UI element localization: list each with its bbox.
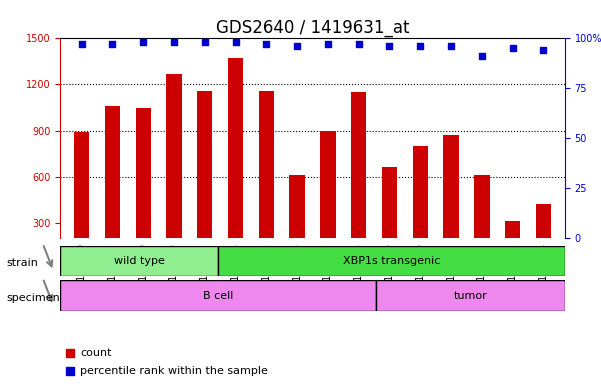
Bar [105, 106, 120, 269]
Point [231, 39, 240, 45]
Bar [535, 204, 551, 269]
Bar [166, 74, 182, 269]
Point [292, 43, 302, 50]
FancyBboxPatch shape [60, 246, 218, 276]
Point [77, 41, 87, 48]
Text: wild type: wild type [114, 256, 165, 266]
Point [415, 43, 425, 50]
Point [261, 41, 271, 48]
FancyBboxPatch shape [60, 280, 376, 311]
Point [108, 41, 117, 48]
Text: B cell: B cell [203, 291, 233, 301]
Text: specimen: specimen [6, 293, 59, 303]
Point [354, 41, 364, 48]
Point [508, 45, 517, 51]
Text: XBP1s transgenic: XBP1s transgenic [343, 256, 440, 266]
Text: percentile rank within the sample: percentile rank within the sample [81, 366, 268, 376]
Point [477, 53, 487, 60]
Point [385, 43, 394, 50]
Bar [351, 92, 367, 269]
Bar [505, 221, 520, 269]
Bar [290, 175, 305, 269]
Point [200, 39, 210, 45]
Point [538, 47, 548, 53]
Bar [412, 146, 428, 269]
Point [400, 270, 409, 276]
Text: strain: strain [6, 258, 38, 268]
Point [323, 41, 333, 48]
Bar [228, 58, 243, 269]
Title: GDS2640 / 1419631_at: GDS2640 / 1419631_at [216, 19, 409, 37]
Point [138, 39, 148, 45]
Text: count: count [81, 348, 112, 358]
Bar [320, 131, 335, 269]
Point [400, 103, 409, 109]
Point [169, 39, 179, 45]
FancyBboxPatch shape [218, 246, 565, 276]
Bar [74, 132, 90, 269]
Point [446, 43, 456, 50]
Text: tumor: tumor [453, 291, 487, 301]
Bar [382, 167, 397, 269]
Bar [258, 91, 274, 269]
Bar [474, 175, 490, 269]
Bar [444, 135, 459, 269]
Bar [197, 91, 213, 269]
FancyBboxPatch shape [376, 280, 565, 311]
Bar [135, 108, 151, 269]
